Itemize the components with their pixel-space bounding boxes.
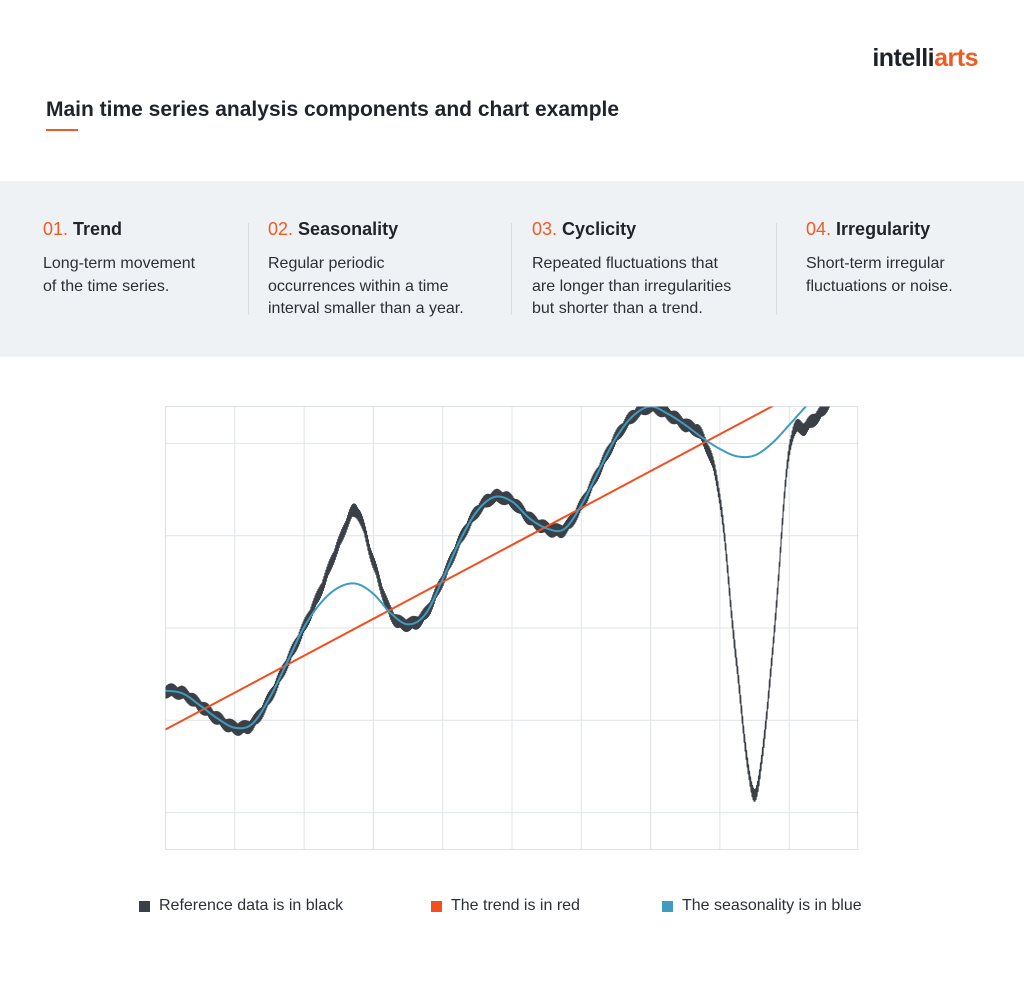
chart-legend: Reference data is in black The trend is … (0, 897, 1024, 919)
logo-text-main: intelli (872, 44, 935, 72)
component-number: 03. (532, 219, 558, 239)
component-description: Short-term irregular fluctuations or noi… (806, 253, 953, 298)
component-trend: 01. Trend Long-term movement of the time… (43, 219, 195, 298)
legend-item-seasonality: The seasonality is in blue (662, 897, 862, 915)
description-line: but shorter than a trend. (532, 300, 703, 317)
title-underline (46, 129, 78, 131)
legend-label: The seasonality is in blue (682, 897, 862, 914)
components-panel: 01. Trend Long-term movement of the time… (0, 181, 1024, 357)
seasonality-line (165, 406, 808, 730)
series-layer (165, 406, 830, 802)
page-title: Main time series analysis components and… (46, 98, 620, 121)
description-line: Short-term irregular (806, 255, 945, 272)
component-description: Long-term movement of the time series. (43, 253, 195, 298)
legend-label: The trend is in red (451, 897, 580, 914)
component-number: 04. (806, 219, 832, 239)
description-line: interval smaller than a year. (268, 300, 464, 317)
column-divider (776, 223, 777, 315)
description-line: Repeated fluctuations that (532, 255, 718, 272)
legend-swatch-blue (662, 900, 673, 912)
component-heading: 02. Seasonality (268, 219, 464, 240)
column-divider (511, 223, 512, 315)
component-description: Repeated fluctuations that are longer th… (532, 253, 731, 321)
description-line: Long-term movement (43, 255, 196, 272)
component-irregularity: 04. Irregularity Short-term irregular fl… (806, 219, 953, 298)
component-heading: 01. Trend (43, 219, 195, 240)
description-line: of the time series. (43, 277, 170, 295)
legend-label: Reference data is in black (159, 897, 344, 914)
legend-swatch-red (431, 900, 442, 912)
description-line: are longer than irregularities (532, 277, 732, 295)
intelliarts-logo: intelliarts (872, 44, 978, 73)
legend-item-trend: The trend is in red (431, 897, 580, 915)
component-name: Seasonality (298, 219, 399, 239)
component-heading: 04. Irregularity (806, 219, 953, 240)
component-cyclicity: 03. Cyclicity Repeated fluctuations that… (532, 219, 731, 321)
component-description: Regular periodic occurrences within a ti… (268, 253, 464, 321)
component-name: Irregularity (836, 219, 931, 239)
description-line: occurrences within a time (268, 277, 449, 295)
description-line: fluctuations or noise. (806, 277, 953, 295)
component-name: Cyclicity (562, 219, 637, 239)
trend-line (165, 406, 774, 731)
component-number: 02. (268, 219, 294, 239)
component-number: 01. (43, 219, 69, 239)
component-name: Trend (73, 219, 123, 239)
legend-item-reference: Reference data is in black (139, 897, 343, 915)
component-heading: 03. Cyclicity (532, 219, 731, 240)
time-series-chart (165, 406, 859, 850)
description-line: Regular periodic (268, 255, 385, 272)
column-divider (248, 223, 249, 315)
legend-swatch-black (139, 900, 150, 912)
logo-text-accent: arts (934, 44, 978, 72)
component-seasonality: 02. Seasonality Regular periodic occurre… (268, 219, 464, 321)
